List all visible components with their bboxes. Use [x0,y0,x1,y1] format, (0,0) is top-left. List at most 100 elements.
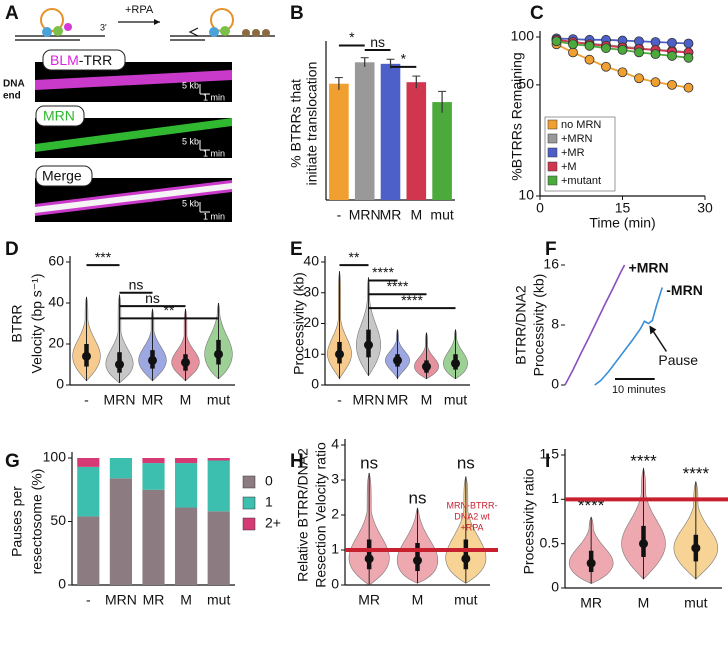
violin-median [639,539,648,549]
label-box [42,49,126,71]
annotation-arrow [650,328,668,352]
panel-label: B [290,3,304,24]
partner-name: -TRR [79,52,112,68]
bar [406,82,427,200]
panel-label: I [545,451,550,472]
y-tick-label: 0.5 [540,534,560,550]
reagent: +RPA [125,4,154,16]
x-tick-label: MR [143,592,165,608]
significance-label: **** [401,292,423,308]
bar-segment [142,463,165,490]
scale-label: 5 kb [182,136,199,146]
panel-label: F [545,239,557,260]
y-tick-label: 2 [331,506,339,522]
marker [667,79,677,90]
legend-swatch [242,517,256,531]
channel-label: MRN [43,108,75,124]
panel-label: G [5,451,20,472]
x-tick-label: mut [454,592,477,608]
marker [601,43,611,54]
y-tick-label: 0 [311,376,319,392]
legend-swatch [547,147,558,158]
y-axis-label: BTRR/DNA2 [513,285,529,365]
protein [209,27,219,37]
x-tick-label: M [421,392,433,408]
x-tick-label: M [180,392,192,408]
x-tick-label: 30 [697,200,713,216]
protein [42,27,52,37]
y-tick-label: 8 [551,316,559,332]
marker [617,44,628,55]
y-tick-label: 1 [551,490,559,506]
marker [601,61,611,72]
x-tick-label: mut [207,592,230,608]
legend-swatch [547,119,558,130]
marker [650,49,661,60]
bar [329,83,349,200]
y-tick-label: 50 [50,512,66,528]
violin-median [691,543,701,553]
x-tick-label: M [412,592,424,608]
significance-label: **** [387,278,409,294]
legend-swatch [547,175,558,186]
x-tick-label: MRN [105,592,137,608]
annotation: Pause [658,352,698,368]
protein-name: BLM [50,52,79,68]
violin-median [181,357,190,367]
y-tick-label: 40 [48,294,64,310]
panel-label: C [530,3,544,24]
y-axis-label: Processivity (kb) [291,272,307,375]
kymo-signal [35,70,232,90]
series-label: -MRN [666,282,703,298]
dna-end-label: end [3,91,21,102]
annotation-arrow-head [649,325,657,335]
bar [380,63,401,200]
x-tick-label: - [86,592,91,608]
violin-median [393,355,402,365]
significance-label: ns [145,290,160,306]
kymo-signal [35,118,232,152]
x-axis-label: Time (min) [589,215,655,231]
panel-label: E [290,239,303,260]
bar-segment [207,460,230,512]
y-axis-label: Relative BTRR/DNA2 [295,448,311,582]
y-tick-label: 100 [43,449,67,465]
x-tick-label: MR [142,392,164,408]
violin-median [364,554,374,564]
significance-label: * [401,51,407,67]
x-tick-label: M [410,207,422,223]
channel-label: BLM-TRR [50,52,112,68]
y-axis-label: Processivity ratio [521,468,537,574]
scale-label: 5 kb [182,198,199,208]
y-tick-label: 1.5 [540,446,560,462]
x-tick-label: MR [580,595,602,611]
y-axis-label: resectosome (%) [29,469,45,575]
marker [667,51,677,61]
y-tick-label: 20 [303,314,319,330]
y-tick-label: 1 [331,541,339,557]
label-box [35,165,93,187]
y-tick-label: 0 [331,576,339,592]
legend-label: 2+ [265,515,281,531]
marker [667,37,677,48]
marker [683,38,694,49]
channel-label: Merge [42,168,82,184]
marker [617,67,628,78]
y-tick-label: 30 [303,283,319,299]
protein [53,26,63,36]
series-label: +MRN [629,260,669,276]
marker [551,36,562,47]
y-axis-label: %BTRRs Remaining [509,52,525,180]
y-tick-label: 3 [331,471,339,487]
significance-label: ns [370,34,385,50]
reference-label: DNA2 wt [454,511,490,521]
panel-label: H [290,451,304,472]
y-axis-label: Resection Velocity ratio [313,442,329,588]
x-tick-label: 15 [615,200,631,216]
violin-median [335,349,344,359]
significance-label: ns [409,489,427,508]
arrow-head [154,19,160,25]
y-tick-label: 4 [331,436,339,452]
series-line [564,264,626,386]
